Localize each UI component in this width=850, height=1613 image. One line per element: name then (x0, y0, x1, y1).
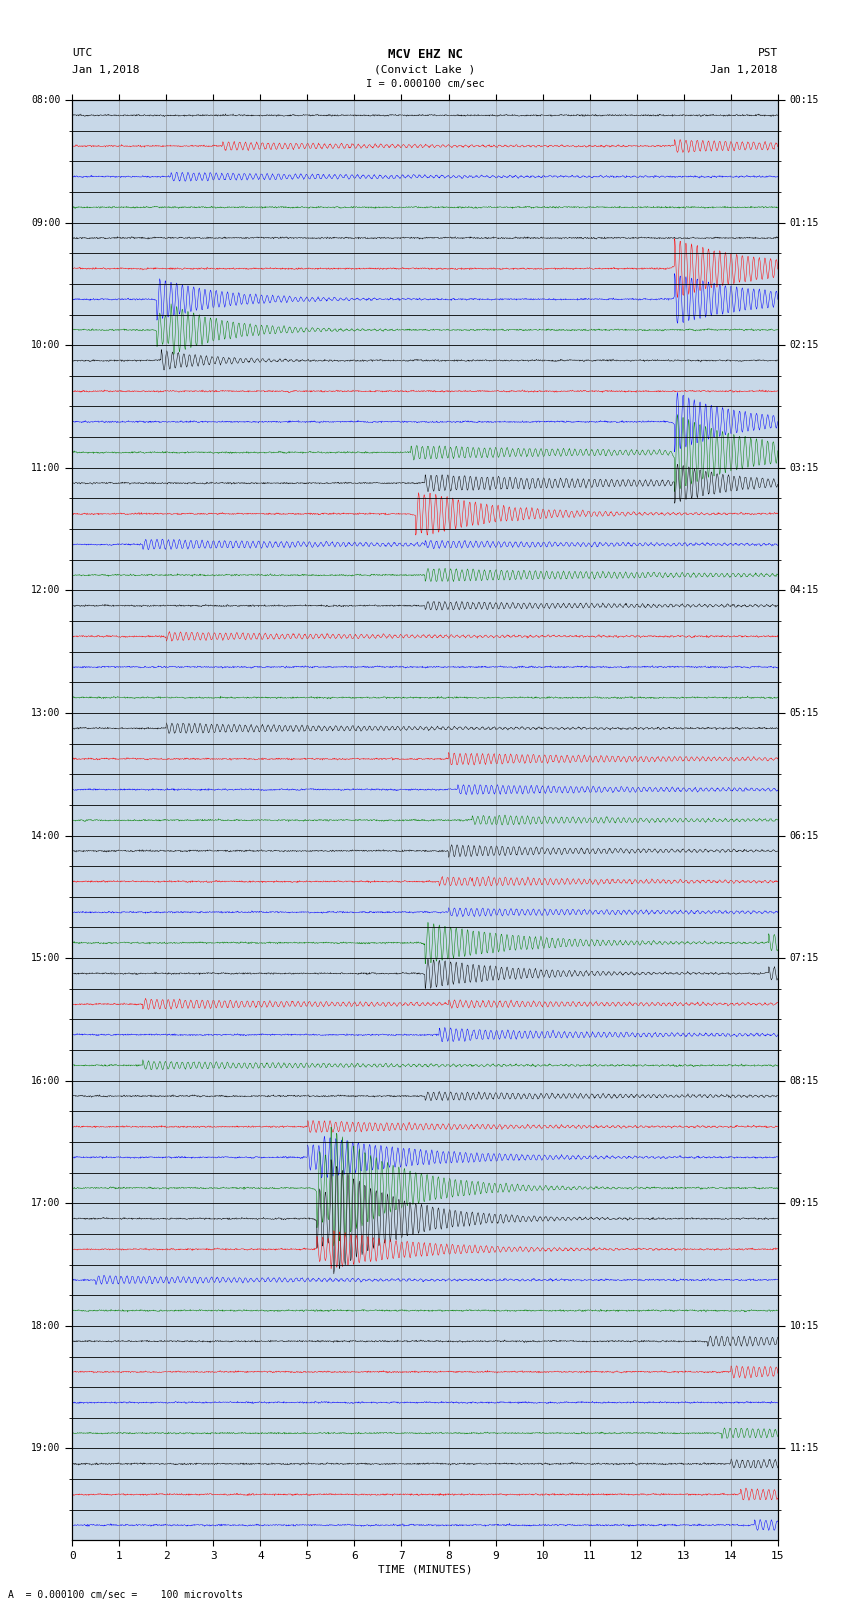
Text: Jan 1,2018: Jan 1,2018 (711, 65, 778, 74)
Text: PST: PST (757, 48, 778, 58)
Text: A  = 0.000100 cm/sec =    100 microvolts: A = 0.000100 cm/sec = 100 microvolts (8, 1590, 243, 1600)
Text: I = 0.000100 cm/sec: I = 0.000100 cm/sec (366, 79, 484, 89)
Text: (Convict Lake ): (Convict Lake ) (374, 65, 476, 74)
X-axis label: TIME (MINUTES): TIME (MINUTES) (377, 1565, 473, 1574)
Text: MCV EHZ NC: MCV EHZ NC (388, 48, 462, 61)
Text: UTC: UTC (72, 48, 93, 58)
Text: Jan 1,2018: Jan 1,2018 (72, 65, 139, 74)
